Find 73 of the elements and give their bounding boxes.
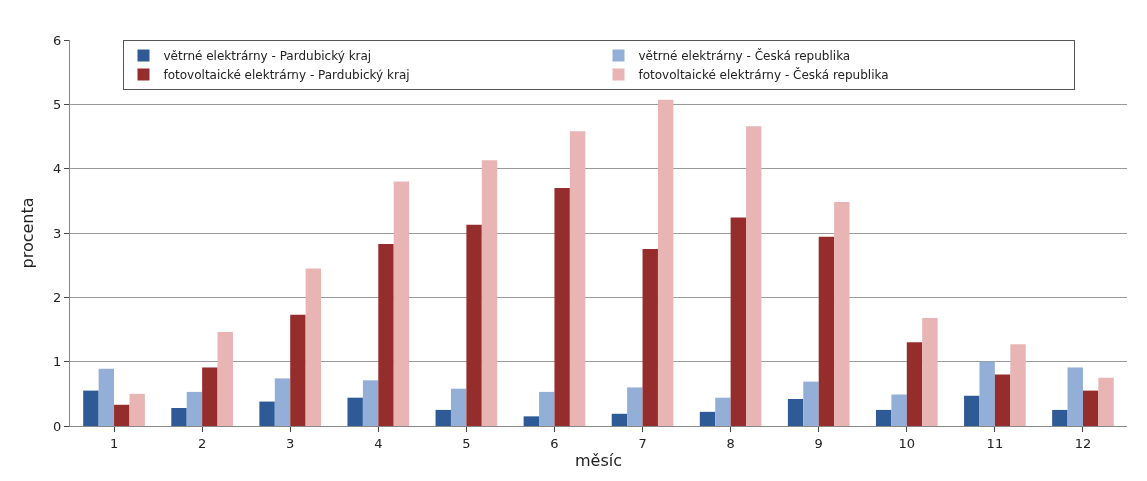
y-tick-label: 6 [53,32,62,48]
bar [347,397,363,426]
bar [114,404,130,426]
bar [274,378,291,426]
bar [362,380,379,426]
bar [259,401,275,426]
bar [906,342,923,426]
bar [554,187,570,426]
bar [803,381,819,426]
bar [1010,344,1026,426]
bar [1098,377,1114,426]
bar [539,391,555,426]
bar [569,131,586,426]
bar [435,409,451,426]
x-tick-label: 7 [638,435,647,451]
bar [834,202,850,426]
bar [627,387,643,426]
bar [171,407,187,426]
legend-label: větrné elektrárny - Pardubický kraj [163,49,372,64]
x-tick-label: 12 [1074,435,1092,451]
bar [186,391,203,426]
bar [466,224,482,426]
bar [657,99,674,426]
x-tick-label: 2 [197,435,207,451]
bar [290,314,306,426]
bar [818,236,835,426]
y-tick-label: 2 [53,289,62,305]
legend-label: fotovoltaické elektrárny - Česká republika [638,67,889,83]
bar [305,268,322,426]
x-tick-label: 6 [550,435,559,451]
y-tick-label: 0 [53,418,62,434]
bar [393,181,410,426]
bar [730,217,747,426]
bar [611,413,628,426]
bar [994,374,1011,426]
bar [481,160,498,426]
bar [83,390,99,426]
x-tick-label: 3 [286,435,295,451]
x-tick-label: 8 [726,435,735,451]
bar [699,411,716,426]
y-tick-label: 1 [53,354,62,370]
y-tick-label: 5 [53,96,62,112]
bar [964,395,980,426]
x-axis-title: měsíc [574,451,623,471]
bar [1082,390,1099,426]
bar [787,398,804,426]
bar [891,394,907,426]
bar [922,317,938,426]
bar [1067,367,1083,426]
x-tick-label: 4 [374,435,383,451]
y-axis-title: procenta [18,197,38,269]
y-tick-label: 4 [53,161,62,177]
bar [450,388,467,426]
bar [129,393,145,426]
bar [523,416,540,426]
x-tick-label: 9 [814,435,823,451]
bar [642,249,658,426]
x-tick-label: 10 [898,435,916,451]
bar [875,409,892,426]
bar [378,243,394,426]
bar [1052,409,1068,426]
bar [202,367,218,426]
x-tick-label: 11 [986,435,1004,451]
legend-label: fotovoltaické elektrárny - Pardubický kraj [163,68,410,83]
x-tick-label: 5 [462,435,471,451]
y-tick-label: 3 [53,225,62,241]
legend-label: větrné elektrárny - Česká republika [638,48,851,64]
bar [98,368,115,426]
bar [217,332,233,426]
bar [715,397,731,426]
x-tick-label: 1 [109,435,119,451]
bar [979,361,995,426]
bar [746,126,762,426]
